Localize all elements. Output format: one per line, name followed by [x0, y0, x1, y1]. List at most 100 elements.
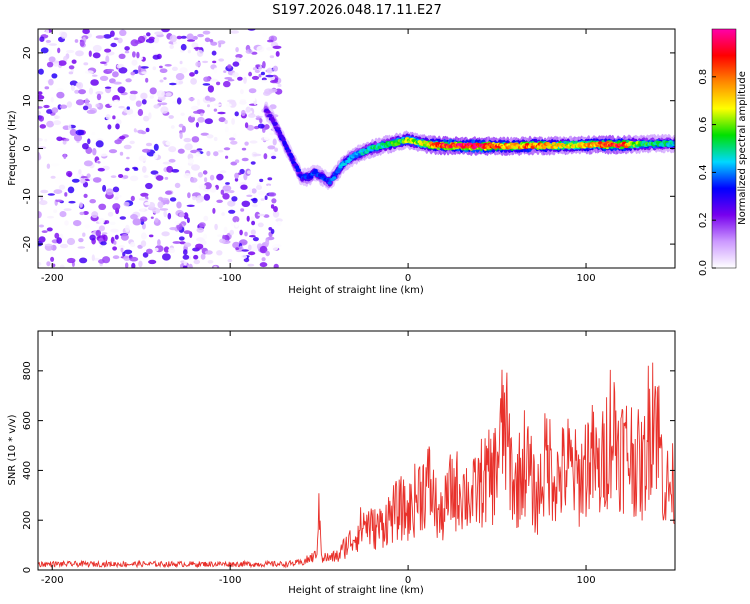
heatmap-noise-cell [92, 177, 102, 183]
heatmap-noise-cell [202, 83, 211, 86]
heatmap-noise-cell [178, 81, 184, 84]
heatmap-noise-cell [254, 211, 261, 219]
heatmap-noise-cell [104, 86, 112, 89]
heatmap-noise-cell [68, 71, 74, 75]
heatmap-noise-cell [240, 254, 248, 259]
heatmap-noise-cell [190, 177, 198, 183]
heatmap-noise-cell [234, 159, 240, 163]
heatmap-noise-cell [152, 54, 160, 60]
heatmap-noise-cell [88, 50, 92, 57]
heatmap-noise-cell [234, 221, 239, 228]
heatmap-noise-cell [38, 110, 41, 115]
heatmap-noise-cell [175, 73, 185, 81]
heatmap-noise-cell [164, 64, 172, 67]
heatmap-noise-cell [211, 50, 217, 56]
heatmap-noise-cell [241, 109, 246, 117]
heatmap-noise-cell [38, 91, 43, 95]
figure-title: S197.2026.048.17.11.E27 [272, 3, 441, 18]
heatmap-noise-cell [273, 206, 278, 213]
heatmap-noise-cell [271, 155, 277, 160]
heatmap-noise-cell [159, 102, 168, 106]
heatmap-noise-cell [193, 110, 200, 114]
heatmap-noise-cell [129, 140, 135, 145]
heatmap-noise-cell [267, 145, 276, 150]
heatmap-noise-cell [198, 222, 206, 228]
heatmap-noise-cell [125, 262, 129, 268]
heatmap-noise-cell [141, 71, 148, 75]
heatmap-noise-cell [168, 247, 176, 254]
heatmap-noise-cell [176, 201, 182, 209]
heatmap-noise-cell [196, 227, 204, 233]
heatmap-noise-cell [86, 109, 96, 114]
heatmap-noise-cell [140, 66, 149, 69]
heatmap-noise-cell [157, 201, 164, 209]
heatmap-signal-cell [281, 138, 286, 142]
heatmap-noise-cell [124, 167, 130, 172]
heatmap-noise-cell [261, 79, 269, 83]
heatmap-noise-cell [142, 148, 151, 153]
heatmap-noise-cell [262, 60, 266, 69]
heatmap-noise-cell [210, 41, 218, 46]
heatmap-noise-cell [98, 225, 105, 232]
heatmap-noise-cell [209, 174, 215, 181]
heatmap-noise-cell [250, 229, 256, 235]
heatmap-noise-cell [91, 61, 95, 69]
heatmap-noise-cell [206, 134, 214, 139]
heatmap-noise-cell [195, 122, 199, 128]
heatmap-noise-cell [114, 196, 119, 200]
heatmap-noise-cell [125, 78, 132, 83]
heatmap-noise-cell [268, 227, 273, 231]
heatmap-noise-cell [63, 153, 67, 160]
colorbar-tick-label: 0.2 [698, 212, 709, 228]
heatmap-noise-cell [113, 37, 119, 41]
snr-x-label: Height of straight line (km) [288, 585, 424, 596]
heatmap-noise-cell [141, 99, 147, 105]
heatmap-noise-cell [261, 257, 266, 262]
heatmap-noise-cell [160, 106, 169, 114]
colorbar-label: Normalized spectral amplitude [737, 71, 748, 225]
heatmap-noise-cell [203, 76, 211, 82]
heatmap-noise-cell [277, 83, 282, 88]
heatmap-signal-cell [327, 181, 332, 185]
heatmap-noise-cell [241, 249, 249, 252]
heatmap-noise-cell [75, 82, 81, 88]
heatmap-noise-cell [44, 138, 48, 142]
heatmap-noise-cell [115, 123, 120, 130]
heatmap-noise-cell [179, 212, 185, 218]
colorbar: 0.0 0.2 0.4 0.6 0.8 Normalized spectral ampl… [698, 28, 748, 276]
heatmap-noise-cell [216, 199, 223, 203]
heatmap-noise-cell [196, 49, 204, 57]
heatmap-noise-cell [249, 140, 258, 144]
heatmap-noise-cell [92, 44, 102, 52]
heatmap-noise-cell [47, 215, 54, 219]
heatmap-noise-cell [188, 115, 195, 123]
heatmap-noise-cell [87, 138, 91, 145]
heatmap-noise-cell [38, 262, 42, 266]
heatmap-noise-cell [262, 32, 268, 37]
heatmap-noise-cell [123, 201, 130, 207]
heatmap-noise-cell [39, 36, 45, 42]
heatmap-noise-cell [38, 211, 42, 219]
heatmap-noise-cell [58, 184, 66, 190]
heatmap-noise-cell [112, 186, 120, 193]
heatmap-noise-cell [158, 196, 164, 201]
heatmap-noise-cell [123, 144, 132, 150]
heatmap-noise-cell [181, 125, 186, 133]
heatmap-noise-cell [162, 161, 171, 165]
heatmap-noise-cell [101, 232, 108, 235]
heatmap-noise-cell [64, 192, 68, 197]
heatmap-noise-cell [248, 113, 256, 118]
heatmap-noise-cell [266, 47, 273, 51]
heatmap-noise-cell [110, 30, 115, 37]
heatmap-noise-cell [143, 115, 150, 122]
heatmap-noise-cell [106, 68, 115, 72]
heatmap-noise-cell [216, 250, 223, 256]
heatmap-noise-cell [41, 230, 48, 234]
heatmap-noise-cell [233, 133, 237, 139]
heatmap-noise-cell [238, 139, 244, 145]
heatmap-noise-cell [183, 137, 192, 143]
heatmap-noise-cell [244, 141, 249, 146]
heatmap-noise-cell [197, 33, 205, 38]
heatmap-noise-cell [187, 39, 195, 42]
heatmap-noise-cell [226, 99, 236, 103]
